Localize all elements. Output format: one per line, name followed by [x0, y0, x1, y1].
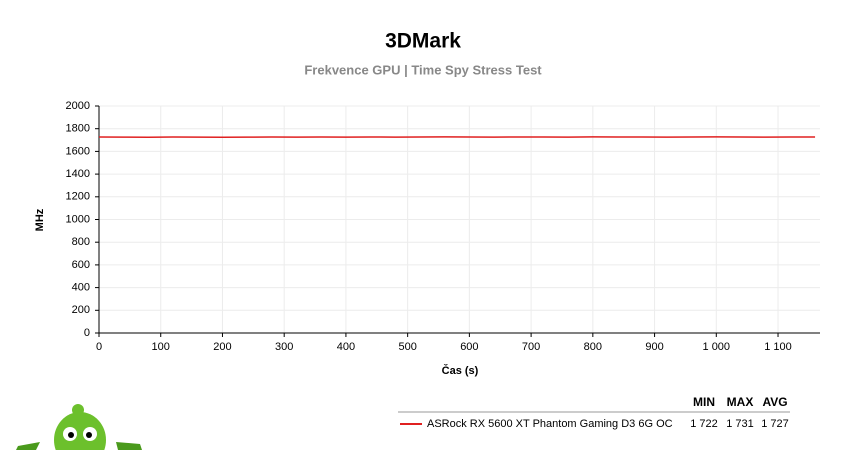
x-tick-label: 500 — [398, 341, 416, 353]
x-tick-label: 1 100 — [764, 341, 792, 353]
y-tick-label: 1800 — [66, 123, 90, 135]
x-tick-label: 1 000 — [703, 341, 731, 353]
legend-stat: 1 731 — [726, 418, 754, 430]
x-axis-label: Čas (s) — [442, 364, 479, 377]
y-tick-label: 0 — [84, 327, 90, 339]
y-axis-label: MHz — [34, 208, 46, 231]
x-tick-label: 200 — [213, 341, 231, 353]
x-tick-label: 800 — [584, 341, 602, 353]
legend-stat: 1 727 — [761, 418, 789, 430]
y-tick-label: 200 — [72, 304, 90, 316]
x-tick-label: 0 — [96, 341, 102, 353]
y-tick-label: 1600 — [66, 145, 90, 157]
legend-label: ASRock RX 5600 XT Phantom Gaming D3 6G O… — [427, 418, 673, 430]
chart-subtitle: Frekvence GPU | Time Spy Stress Test — [304, 62, 542, 77]
legend-stat: 1 722 — [690, 418, 718, 430]
legend-header: MAX — [727, 395, 754, 409]
y-tick-label: 1200 — [66, 191, 90, 203]
y-tick-label: 600 — [72, 259, 90, 271]
logo — [16, 404, 142, 450]
chart-title: 3DMark — [385, 30, 461, 53]
y-tick-label: 2000 — [66, 100, 90, 112]
legend-header: AVG — [762, 395, 787, 409]
x-tick-label: 700 — [522, 341, 540, 353]
y-tick-label: 1000 — [66, 213, 90, 225]
y-tick-label: 400 — [72, 282, 90, 294]
y-tick-label: 1400 — [66, 168, 90, 180]
legend-header: MIN — [693, 395, 715, 409]
y-tick-label: 800 — [72, 236, 90, 248]
x-tick-label: 100 — [152, 341, 170, 353]
x-tick-label: 900 — [645, 341, 663, 353]
x-tick-label: 300 — [275, 341, 293, 353]
x-tick-label: 400 — [337, 341, 355, 353]
x-tick-label: 600 — [460, 341, 478, 353]
